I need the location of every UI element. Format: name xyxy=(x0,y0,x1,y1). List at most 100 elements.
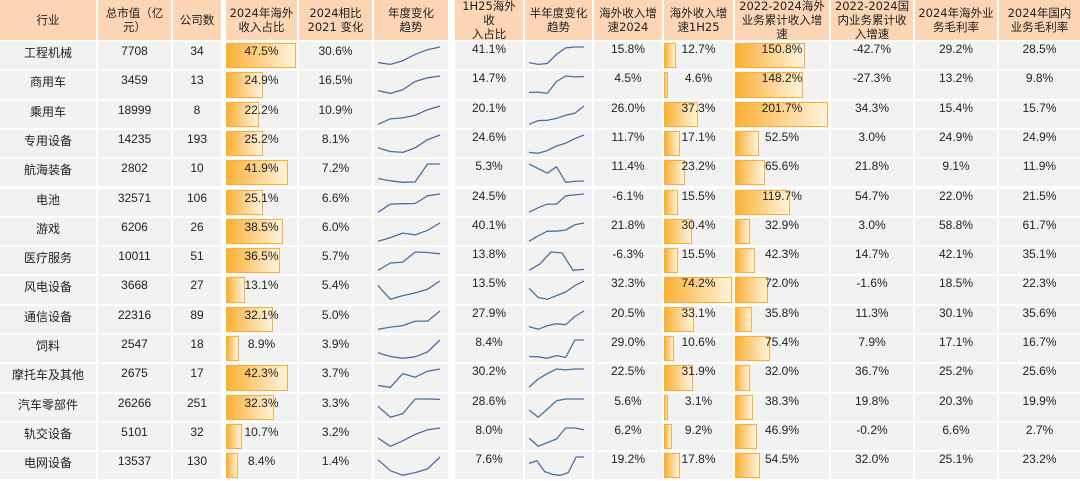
header-line: 务毛利率 xyxy=(933,20,979,34)
cell-value: 18999 xyxy=(117,102,152,117)
cell-value: 8 xyxy=(193,102,201,117)
cell-value: 25.1% xyxy=(244,190,279,205)
cell-value: 8.1% xyxy=(321,131,350,146)
cell-overseas-share-2024: 41.9% xyxy=(226,159,297,187)
cell-domestic-cum-growth: 36.7% xyxy=(831,364,913,392)
cell-value: 27 xyxy=(190,278,204,293)
sparkline-half-year-trend xyxy=(525,452,592,480)
cell-value: 32571 xyxy=(117,190,152,205)
cell-overseas-growth-1h25: 17.8% xyxy=(664,452,733,480)
cell-domestic-margin: 22.3% xyxy=(999,276,1080,304)
cell-value: 13.2% xyxy=(938,71,974,86)
cell-value: 通信设备 xyxy=(23,309,72,324)
cell-overseas-cum-growth: 75.4% xyxy=(735,335,829,363)
cell-value: 医疗服务 xyxy=(23,251,72,266)
data-bar xyxy=(226,365,289,391)
data-bar xyxy=(226,101,259,127)
cell-market-cap: 13537 xyxy=(98,452,171,480)
sparkline-annual-trend xyxy=(374,276,448,304)
cell-value: 24.6% xyxy=(471,129,507,144)
cell-overseas-share-2024: 8.9% xyxy=(226,335,297,363)
data-bar xyxy=(226,130,264,157)
cell-value: 乘用车 xyxy=(29,104,66,119)
cell-overseas-margin: 25.1% xyxy=(915,452,997,480)
cell-value: 5.6% xyxy=(614,393,642,408)
cell-overseas-growth-1h25: 74.2% xyxy=(664,276,733,304)
cell-value: 4.5% xyxy=(614,71,642,86)
cell-domestic-cum-growth: 7.9% xyxy=(831,335,913,363)
cell-value: 30.4% xyxy=(681,217,716,232)
sparkline-half-year-trend xyxy=(525,71,592,99)
cell-value: 32.3% xyxy=(244,395,279,410)
cell-overseas-share-2024: 10.7% xyxy=(226,422,297,451)
cell-company-count: 27 xyxy=(173,276,221,304)
cell-value: 15.5% xyxy=(681,188,716,203)
cell-market-cap: 3668 xyxy=(98,276,171,304)
cell-overseas-growth-1h25: 9.2% xyxy=(664,422,733,451)
cell-value: 7.9% xyxy=(858,335,886,349)
cell-value: 7.6% xyxy=(475,452,503,467)
cell-overseas-margin: 15.4% xyxy=(915,100,997,128)
cell-value: 7708 xyxy=(121,44,148,58)
cell-value: 37.3% xyxy=(681,100,716,115)
sparkline-half-year-trend xyxy=(525,129,592,158)
cell-overseas-growth-2024: 6.2% xyxy=(594,422,662,451)
cell-domestic-margin: 24.9% xyxy=(999,129,1080,158)
cell-value: 11.4% xyxy=(611,159,645,174)
cell-overseas-growth-1h25: 15.5% xyxy=(664,247,733,275)
header-change-vs-2021: 2024相比 2021 变化 xyxy=(299,0,372,40)
cell-industry: 饲料 xyxy=(0,335,96,363)
cell-overseas-margin: 25.2% xyxy=(915,364,997,392)
cell-value: 10011 xyxy=(118,249,151,264)
cell-value: 14.7% xyxy=(471,71,507,86)
cell-company-count: 18 xyxy=(173,335,221,363)
cell-overseas-share-1h25: 24.5% xyxy=(455,188,523,216)
cell-overseas-share-1h25: 13.8% xyxy=(455,247,523,275)
cell-value: 5.0% xyxy=(321,307,350,322)
cell-market-cap: 2675 xyxy=(98,364,171,392)
cell-overseas-growth-2024: 4.5% xyxy=(594,71,662,99)
header-line: 2021 变化 xyxy=(307,20,364,34)
cell-overseas-cum-growth: 54.5% xyxy=(735,452,829,480)
cell-overseas-share-1h25: 20.1% xyxy=(455,100,523,128)
data-bar xyxy=(735,189,791,215)
cell-value: 54.7% xyxy=(854,188,890,203)
cell-value: 29.0% xyxy=(610,335,646,349)
cell-value: 61.7% xyxy=(1022,217,1057,232)
sparkline-annual-trend xyxy=(374,393,448,421)
cell-overseas-share-1h25: 5.3% xyxy=(455,159,523,187)
cell-industry: 摩托车及其他 xyxy=(0,364,96,392)
cell-value: 58.8% xyxy=(938,217,974,232)
header-line: 1H25海外收 xyxy=(462,0,516,27)
sparkline-half-year-trend xyxy=(525,42,592,70)
cell-overseas-margin: 42.1% xyxy=(915,247,997,275)
cell-value: 3.0% xyxy=(858,129,886,144)
cell-value: 8.0% xyxy=(475,422,503,437)
cell-value: 9.8% xyxy=(1025,71,1054,86)
cell-domestic-margin: 35.1% xyxy=(999,247,1080,275)
cell-value: 26 xyxy=(190,219,204,234)
cell-market-cap: 7708 xyxy=(98,42,171,70)
cell-value: 5101 xyxy=(121,424,148,439)
data-bar xyxy=(735,277,769,303)
cell-overseas-cum-growth: 38.3% xyxy=(735,393,829,421)
cell-value: 251 xyxy=(186,395,208,410)
cell-company-count: 193 xyxy=(173,129,221,158)
cell-value: 8.4% xyxy=(475,335,503,349)
header-line: 2024年海外业 xyxy=(918,6,994,20)
cell-value: 31.9% xyxy=(681,364,716,379)
header-line: 速 xyxy=(776,27,788,41)
cell-overseas-share-2024: 32.1% xyxy=(226,305,297,333)
cell-industry: 通信设备 xyxy=(0,305,96,333)
cell-value: -1.6% xyxy=(856,276,888,291)
cell-value: 12.7% xyxy=(681,42,716,56)
data-bar xyxy=(664,306,695,332)
cell-company-count: 106 xyxy=(173,188,221,216)
data-bar xyxy=(735,394,753,420)
cell-overseas-growth-1h25: 17.1% xyxy=(664,129,733,158)
cell-change-vs-2021: 7.2% xyxy=(299,159,372,187)
cell-value: 23.2% xyxy=(1022,452,1057,467)
header-line: 趋势 xyxy=(399,20,423,34)
sparkline-annual-trend xyxy=(374,129,448,158)
data-bar xyxy=(735,160,766,186)
